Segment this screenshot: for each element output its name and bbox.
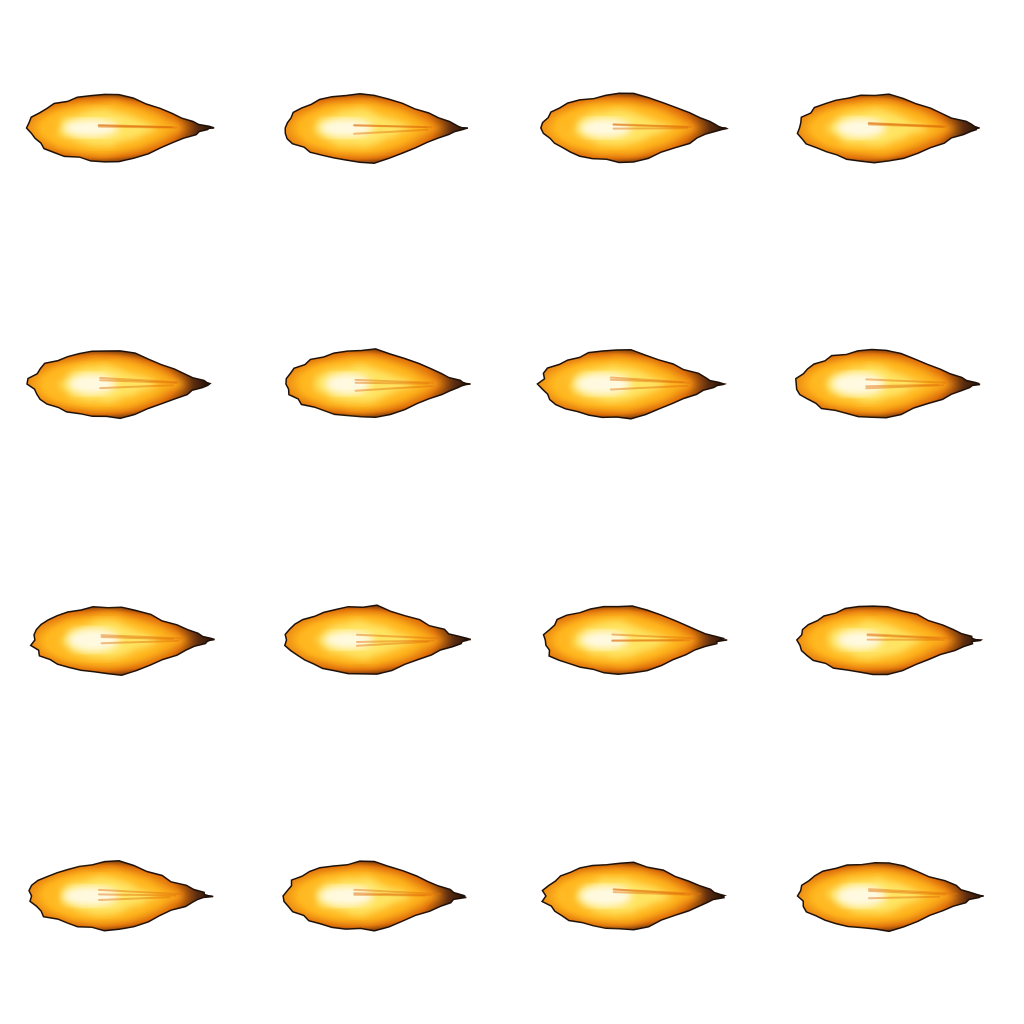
fireball-sprite-15 <box>540 861 727 931</box>
fireball-streak <box>868 895 941 900</box>
fireball-streak <box>353 893 426 897</box>
fireball-streak <box>865 384 945 390</box>
fireball-streak <box>98 896 171 901</box>
fireball-frame-5 <box>0 256 256 512</box>
fireball-streak <box>100 636 175 641</box>
fireball-sprite-12 <box>795 605 984 676</box>
fireball-core <box>836 884 886 908</box>
fireball-sprite-2 <box>284 93 469 164</box>
fireball-frame-13 <box>0 768 256 1024</box>
fireball-streak <box>867 122 948 128</box>
fireball-core <box>580 630 629 650</box>
fireball-streak <box>99 384 174 390</box>
fireball-streak <box>97 124 174 129</box>
fireball-sprite-13 <box>28 860 214 932</box>
fireball-streak <box>98 888 185 896</box>
fireball-core <box>324 373 371 395</box>
fireball-core <box>319 885 374 907</box>
fireball-streak <box>353 128 429 135</box>
fireball-core <box>580 118 632 138</box>
fireball-streak <box>866 633 953 640</box>
fireball-streak <box>98 893 177 897</box>
fireball-streak <box>866 634 940 640</box>
fireball-streak <box>99 376 179 384</box>
fireball-core <box>67 628 120 652</box>
fireball-frame-6 <box>256 256 512 512</box>
fireball-streak <box>611 639 690 642</box>
fireball-streak <box>611 633 696 640</box>
fireball-frame-15 <box>512 768 768 1024</box>
fireball-streak <box>356 639 435 643</box>
fireball-streak <box>868 889 947 896</box>
fireball-sprite-9 <box>29 606 215 676</box>
fireball-streak <box>354 381 430 385</box>
fireball-streak <box>868 888 958 895</box>
fireball-frame-8 <box>768 256 1024 512</box>
fireball-core <box>836 117 886 139</box>
fireball-streak <box>612 888 685 895</box>
fireball-streak <box>612 891 691 896</box>
fireball-streak <box>353 124 428 129</box>
fireball-streak <box>100 639 180 645</box>
fireball-streak <box>865 378 947 384</box>
fireball-streak <box>612 123 692 128</box>
fireball-streak <box>609 384 689 391</box>
fireball-sprite-4 <box>796 93 980 164</box>
fireball-streak <box>97 124 172 129</box>
fireball-core <box>63 118 119 138</box>
fireball-streak <box>612 888 702 895</box>
fireball-frame-2 <box>256 0 512 256</box>
fireball-frame-7 <box>512 256 768 512</box>
fireball-core <box>575 372 631 396</box>
fireball-sprite-6 <box>285 348 471 419</box>
fireball-streak <box>867 123 945 128</box>
fireball-sprite-14 <box>282 860 468 932</box>
fireball-frame-16 <box>768 768 1024 1024</box>
fireball-frame-11 <box>512 512 768 768</box>
fireball-sprite-1 <box>25 93 215 163</box>
fireball-core <box>831 372 886 396</box>
fireball-streak <box>356 633 440 640</box>
fireball-frame-9 <box>0 512 256 768</box>
fireball-streak <box>612 123 689 128</box>
fireball-streak <box>99 379 178 384</box>
fireball-sprite-16 <box>796 862 984 933</box>
fireball-sprite-10 <box>283 604 472 675</box>
fireball-streak <box>354 378 434 384</box>
fireball-streak <box>867 122 943 128</box>
fireball-streak <box>609 376 685 384</box>
fireball-sprite-3 <box>539 92 729 164</box>
fireball-core <box>836 630 883 650</box>
fireball-frame-10 <box>256 512 512 768</box>
fireball-core <box>579 885 632 907</box>
fireball-frame-3 <box>512 0 768 256</box>
fireball-streak <box>354 385 434 392</box>
fireball-streak <box>353 892 432 897</box>
fireball-core <box>324 630 374 650</box>
fireball-streak <box>356 640 430 647</box>
fireball-frame-1 <box>0 0 256 256</box>
fireball-sprite-7 <box>536 348 728 420</box>
fireball-streak <box>97 125 178 129</box>
fireball-core <box>68 373 116 395</box>
fireball-core <box>63 885 119 907</box>
fireball-frame-12 <box>768 512 1024 768</box>
fireball-streak <box>865 383 940 388</box>
fireball-frame-14 <box>256 768 512 1024</box>
fireball-core <box>319 118 373 138</box>
fireball-sprite-5 <box>26 350 212 420</box>
fireball-sprite-11 <box>542 605 728 675</box>
fireball-sprite-8 <box>795 348 981 419</box>
fireball-streak <box>353 124 433 129</box>
fireball-streak <box>100 634 183 640</box>
fireball-frame-4 <box>768 0 1024 256</box>
fireball-streak <box>609 378 690 384</box>
fireball-streak <box>353 888 441 896</box>
